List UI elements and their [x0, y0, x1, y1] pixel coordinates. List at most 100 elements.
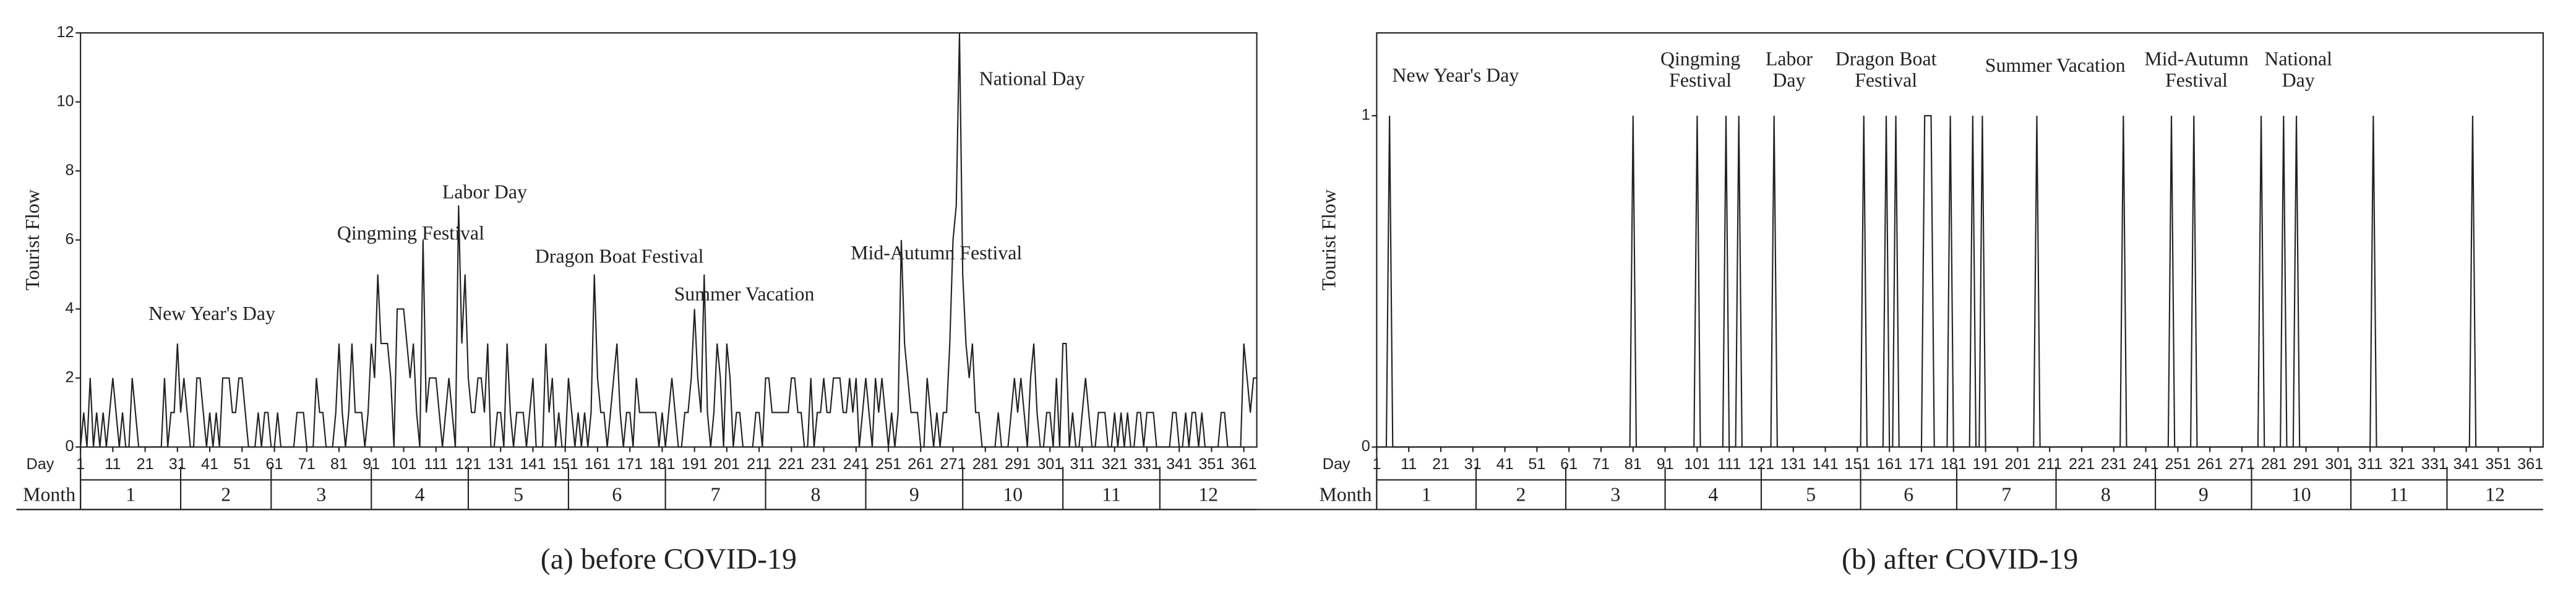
x-tick-label: 71: [298, 455, 316, 473]
data-line: [1376, 114, 2543, 448]
month-label: 6: [612, 483, 622, 505]
x-tick-label: 281: [2261, 455, 2287, 473]
x-tick-label: 151: [552, 455, 578, 473]
month-axis-label: Month: [1319, 483, 1372, 505]
month-label: 11: [1102, 483, 1121, 505]
x-tick-label: 251: [2165, 455, 2191, 473]
annotation: Summer Vacation: [1985, 54, 2126, 76]
annotation: Festival: [2165, 69, 2228, 91]
month-label: 1: [126, 483, 135, 505]
x-tick-label: 171: [1908, 455, 1934, 473]
x-tick-label: 191: [1973, 455, 1999, 473]
annotation: Day: [2282, 69, 2315, 91]
x-tick-label: 281: [972, 455, 998, 473]
x-tick-label: 351: [1198, 455, 1224, 473]
x-tick-label: 51: [233, 455, 251, 473]
annotation: Dragon Boat Festival: [535, 245, 704, 267]
x-tick-label: 181: [1941, 455, 1967, 473]
annotation: Day: [1772, 69, 1805, 91]
x-tick-label: 141: [1813, 455, 1839, 473]
x-tick-label: 41: [1496, 455, 1514, 473]
month-label: 7: [711, 483, 721, 505]
caption: (b) after COVID-19: [1842, 543, 2078, 576]
x-tick-label: 111: [1717, 455, 1741, 473]
x-tick-label: 301: [1037, 455, 1063, 473]
annotation: Summer Vacation: [674, 283, 815, 304]
y-tick-label: 6: [65, 230, 74, 248]
x-tick-label: 251: [875, 455, 901, 473]
x-tick-label: 71: [1592, 455, 1610, 473]
x-tick-label: 161: [585, 455, 611, 473]
x-tick-label: 201: [714, 455, 740, 473]
x-tick-label: 101: [390, 455, 416, 473]
x-tick-label: 211: [2037, 455, 2062, 473]
month-label: 9: [2199, 483, 2209, 505]
annotation: National: [2264, 48, 2332, 70]
x-tick-label: 61: [266, 455, 283, 473]
x-tick-label: 231: [2101, 455, 2127, 473]
x-tick-label: 341: [2454, 455, 2479, 473]
x-tick-label: 181: [649, 455, 675, 473]
annotation: Dragon Boat: [1835, 48, 1937, 70]
x-tick-label: 271: [940, 455, 966, 473]
x-tick-label: 321: [2389, 455, 2415, 473]
x-tick-label: 151: [1844, 455, 1870, 473]
y-tick-label: 8: [65, 162, 74, 179]
month-label: 11: [2389, 483, 2408, 505]
x-tick-label: 111: [424, 455, 448, 473]
x-tick-label: 81: [330, 455, 348, 473]
x-tick-label: 31: [1464, 455, 1482, 473]
month-label: 1: [1422, 483, 1432, 505]
x-tick-label: 301: [2325, 455, 2351, 473]
plot-frame: [1376, 32, 2544, 448]
annotation: National Day: [979, 67, 1085, 89]
x-tick-label: 131: [1780, 455, 1806, 473]
month-label: 3: [1610, 483, 1620, 505]
x-tick-label: 1: [76, 455, 85, 473]
month-label: 6: [1904, 483, 1913, 505]
x-tick-label: 221: [2069, 455, 2095, 473]
x-tick-label: 341: [1166, 455, 1192, 473]
annotation: Festival: [1669, 69, 1732, 91]
month-label: 12: [1198, 483, 1218, 505]
x-tick-label: 101: [1684, 455, 1710, 473]
x-tick-label: 271: [2229, 455, 2255, 473]
x-tick-label: 331: [2421, 455, 2447, 473]
x-tick-label: 1: [1372, 455, 1381, 473]
annotation: Festival: [1855, 69, 1917, 91]
month-label: 10: [2291, 483, 2311, 505]
month-label: 5: [1806, 483, 1816, 505]
x-tick-label: 201: [2004, 455, 2030, 473]
month-label: 10: [1003, 483, 1023, 505]
x-tick-label: 261: [2197, 455, 2223, 473]
x-tick-label: 311: [2358, 455, 2382, 473]
x-tick-label: 351: [2485, 455, 2511, 473]
x-tick-label: 241: [2133, 455, 2159, 473]
data-line: [80, 33, 1257, 448]
y-tick-label: 12: [56, 24, 74, 41]
x-tick-label: 41: [201, 455, 218, 473]
y-tick-label: 10: [56, 92, 74, 110]
annotation: New Year's Day: [1392, 64, 1519, 86]
annotation: Mid-Autumn: [2144, 48, 2248, 70]
x-tick-label: 231: [811, 455, 837, 473]
x-tick-label: 211: [747, 455, 771, 473]
month-label: 8: [811, 483, 821, 505]
x-tick-label: 11: [105, 455, 121, 473]
x-tick-label: 131: [487, 455, 513, 473]
annotation: Mid-Autumn Festival: [851, 242, 1022, 264]
month-label: 12: [2485, 483, 2505, 505]
y-tick-label: 0: [1362, 438, 1370, 455]
annotation: Qingming Festival: [337, 222, 484, 244]
x-tick-label: 81: [1625, 455, 1642, 473]
x-tick-label: 311: [1070, 455, 1094, 473]
month-axis-label: Month: [23, 483, 75, 505]
y-axis-label: Tourist Flow: [1318, 189, 1339, 290]
x-tick-label: 171: [617, 455, 643, 473]
x-tick-label: 11: [1401, 455, 1417, 473]
month-label: 9: [909, 483, 919, 505]
y-tick-label: 1: [1362, 106, 1370, 124]
month-label: 2: [221, 483, 231, 505]
month-label: 8: [2101, 483, 2111, 505]
